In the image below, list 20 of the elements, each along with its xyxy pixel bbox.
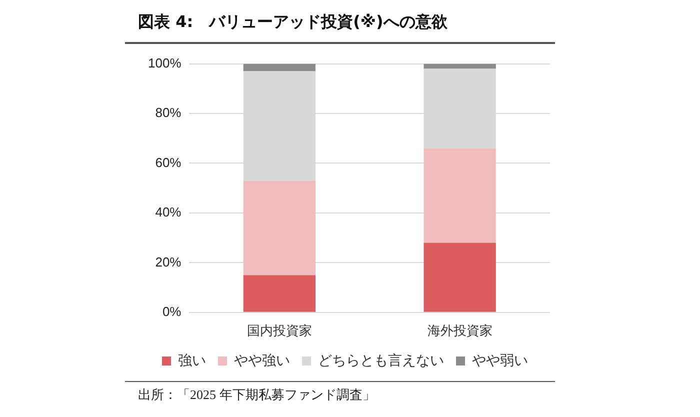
y-tick-label: 0% (162, 304, 182, 319)
y-tick-label: 40% (155, 204, 182, 220)
y-tick-label: 80% (155, 105, 182, 120)
x-tick-label: 国内投資家 (246, 322, 312, 338)
legend-label: やや強い (234, 352, 290, 368)
chart-title: 図表 4: バリューアッド投資(※)への意欲 (138, 12, 448, 33)
x-tick-label: 海外投資家 (427, 322, 492, 338)
bar (424, 148, 496, 243)
y-tick-label: 20% (155, 254, 182, 270)
legend-label: 強い (178, 352, 206, 368)
bar (243, 275, 316, 312)
y-tick-label: 100% (148, 55, 182, 70)
text: 出所：「2025 年下期私募ファンド調査」 (138, 386, 376, 404)
bar (243, 64, 316, 72)
bar (424, 242, 496, 312)
bar (424, 64, 496, 69)
bar (243, 180, 316, 276)
y-tick-label: 60% (155, 154, 182, 170)
legend-label: やや弱い (472, 352, 528, 368)
legend-label: どちらとも言えない (318, 352, 444, 368)
